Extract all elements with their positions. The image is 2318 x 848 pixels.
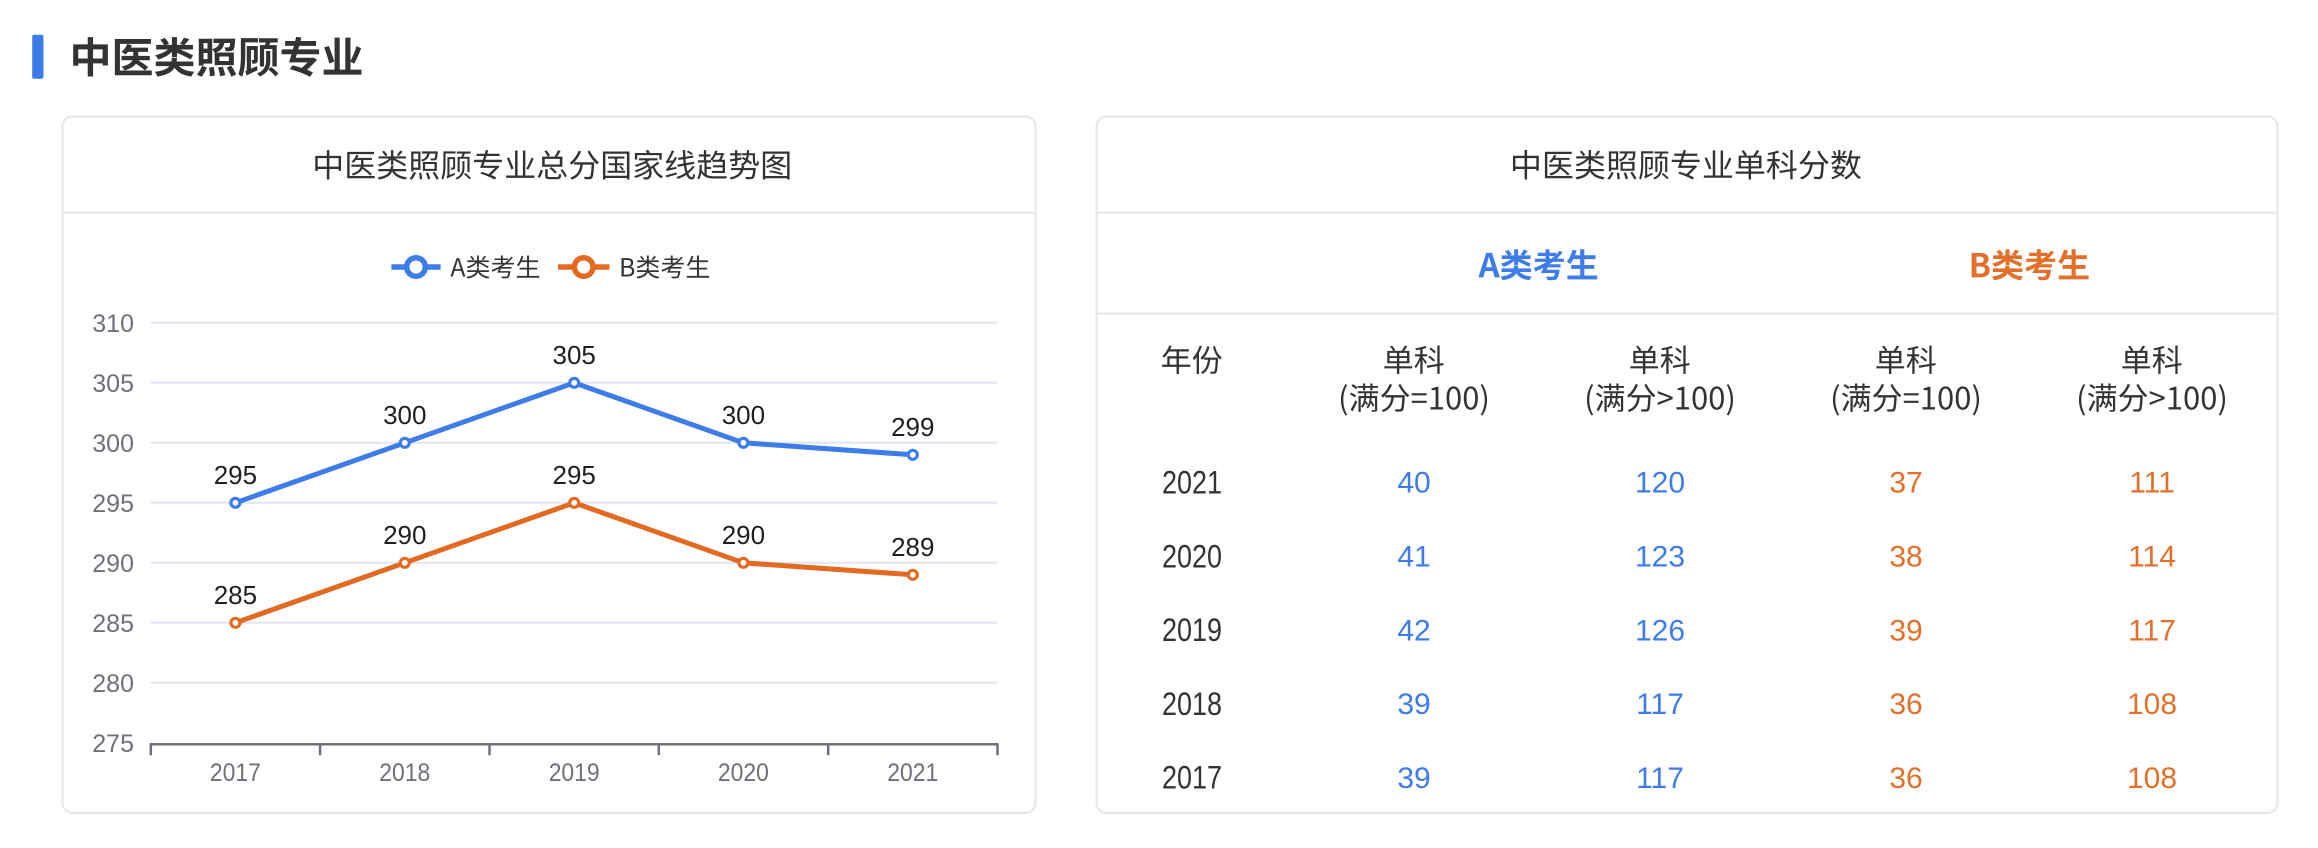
svg-text:310: 310 (92, 310, 134, 338)
svg-text:2021: 2021 (1162, 465, 1222, 501)
svg-text:2017: 2017 (1162, 760, 1222, 796)
svg-text:126: 126 (1635, 614, 1685, 647)
svg-text:305: 305 (553, 340, 596, 370)
svg-text:111: 111 (2129, 467, 2175, 500)
svg-text:108: 108 (2127, 688, 2177, 721)
svg-text:36: 36 (1889, 762, 1922, 795)
svg-text:39: 39 (1889, 614, 1922, 647)
svg-text:2020: 2020 (718, 759, 769, 787)
svg-text:285: 285 (214, 580, 257, 610)
svg-text:2019: 2019 (1162, 612, 1222, 648)
svg-text:108: 108 (2127, 762, 2177, 795)
svg-text:117: 117 (1636, 688, 1684, 721)
svg-text:37: 37 (1889, 467, 1922, 500)
svg-text:41: 41 (1397, 541, 1430, 574)
svg-text:299: 299 (891, 412, 934, 442)
svg-text:289: 289 (891, 532, 934, 562)
svg-text:290: 290 (383, 520, 426, 550)
svg-text:300: 300 (92, 430, 134, 458)
svg-text:42: 42 (1397, 614, 1430, 647)
svg-text:300: 300 (722, 400, 765, 430)
svg-text:290: 290 (92, 550, 134, 578)
svg-text:2020: 2020 (1162, 538, 1222, 574)
svg-text:2018: 2018 (379, 759, 430, 787)
svg-text:123: 123 (1635, 541, 1685, 574)
svg-text:2017: 2017 (210, 759, 261, 787)
svg-text:2018: 2018 (1162, 686, 1222, 722)
svg-text:275: 275 (92, 730, 134, 758)
svg-text:40: 40 (1397, 467, 1430, 500)
svg-text:2019: 2019 (549, 759, 600, 787)
svg-text:280: 280 (92, 670, 134, 698)
svg-text:39: 39 (1397, 688, 1430, 721)
svg-text:114: 114 (2128, 541, 2176, 574)
svg-text:300: 300 (383, 400, 426, 430)
svg-text:117: 117 (1636, 762, 1684, 795)
svg-text:295: 295 (553, 460, 596, 490)
svg-text:36: 36 (1889, 688, 1922, 721)
svg-text:295: 295 (92, 490, 134, 518)
svg-text:305: 305 (92, 370, 134, 398)
svg-text:39: 39 (1397, 762, 1430, 795)
svg-text:285: 285 (92, 610, 134, 638)
svg-text:295: 295 (214, 460, 257, 490)
svg-text:290: 290 (722, 520, 765, 550)
svg-text:2021: 2021 (887, 759, 938, 787)
svg-text:38: 38 (1889, 541, 1922, 574)
svg-text:117: 117 (2128, 614, 2176, 647)
svg-text:120: 120 (1635, 467, 1685, 500)
